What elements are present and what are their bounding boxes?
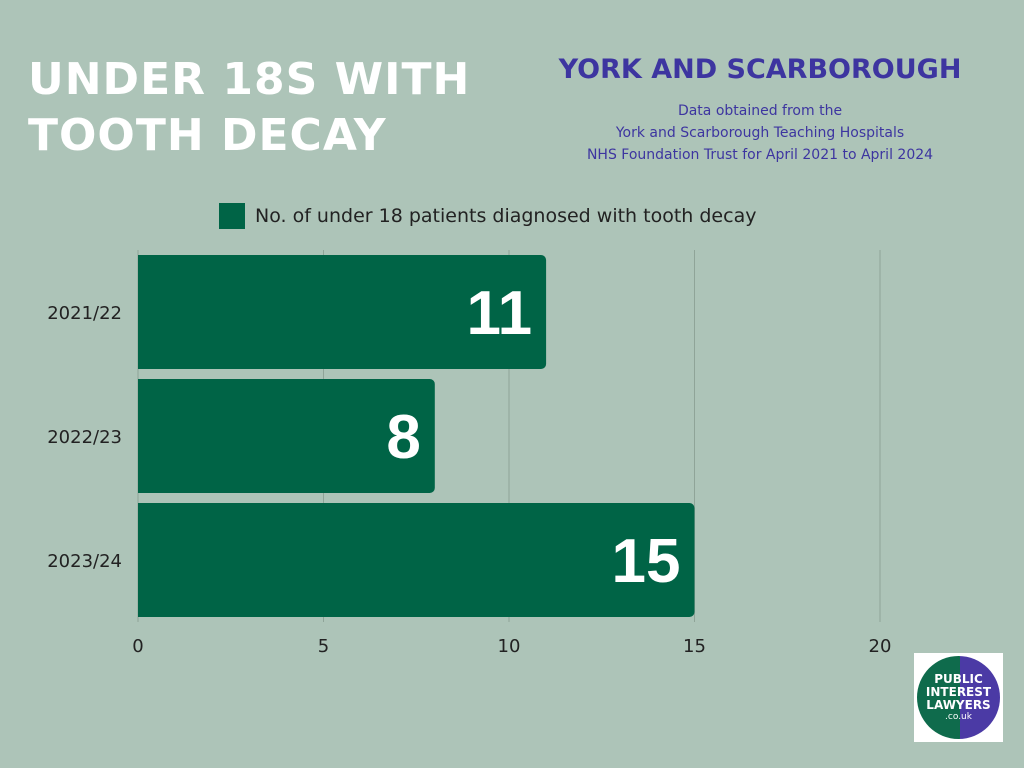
bar-2023-24 xyxy=(138,503,695,617)
logo-badge: PUBLIC INTEREST LAWYERS .co.uk xyxy=(917,656,1000,739)
data-label-2021-22: 11 xyxy=(467,279,533,348)
title-line-1: UNDER 18S WITH xyxy=(28,54,471,105)
bar-2021-22 xyxy=(138,255,547,369)
logo-text-interest: INTEREST xyxy=(925,684,992,699)
legend-swatch xyxy=(219,203,245,229)
x-tick-label-0: 0 xyxy=(132,636,143,657)
public-interest-lawyers-logo: PUBLIC INTEREST LAWYERS .co.uk xyxy=(914,653,1003,742)
data-label-2023-24: 15 xyxy=(612,527,681,596)
y-tick-label-2021-22: 2021/22 xyxy=(47,303,122,324)
legend: No. of under 18 patients diagnosed with … xyxy=(219,202,756,230)
source-line-1: Data obtained from the xyxy=(677,103,843,119)
source-line-2: York and Scarborough Teaching Hospitals xyxy=(615,125,905,141)
region-heading: YORK AND SCARBOROUGH xyxy=(558,54,962,85)
x-tick-label-2: 10 xyxy=(498,636,521,657)
x-tick-label-4: 20 xyxy=(869,636,892,657)
data-label-2022-23: 8 xyxy=(386,403,420,472)
logo-text-public: PUBLIC xyxy=(934,671,983,686)
logo-text-lawyers: LAWYERS xyxy=(926,697,991,712)
x-tick-label-3: 15 xyxy=(683,636,706,657)
y-tick-label-2022-23: 2022/23 xyxy=(47,427,122,448)
chart-title: UNDER 18S WITH TOOTH DECAY xyxy=(28,52,548,164)
title-line-2: TOOTH DECAY xyxy=(28,110,387,161)
x-tick-label-1: 5 xyxy=(318,636,329,657)
logo-text-domain: .co.uk xyxy=(945,711,972,722)
bar-2022-23 xyxy=(138,379,435,493)
source-line-3: NHS Foundation Trust for April 2021 to A… xyxy=(586,147,934,163)
source-note: Data obtained from the York and Scarboro… xyxy=(540,100,980,166)
legend-label: No. of under 18 patients diagnosed with … xyxy=(255,205,757,227)
y-tick-label-2023-24: 2023/24 xyxy=(47,551,122,572)
